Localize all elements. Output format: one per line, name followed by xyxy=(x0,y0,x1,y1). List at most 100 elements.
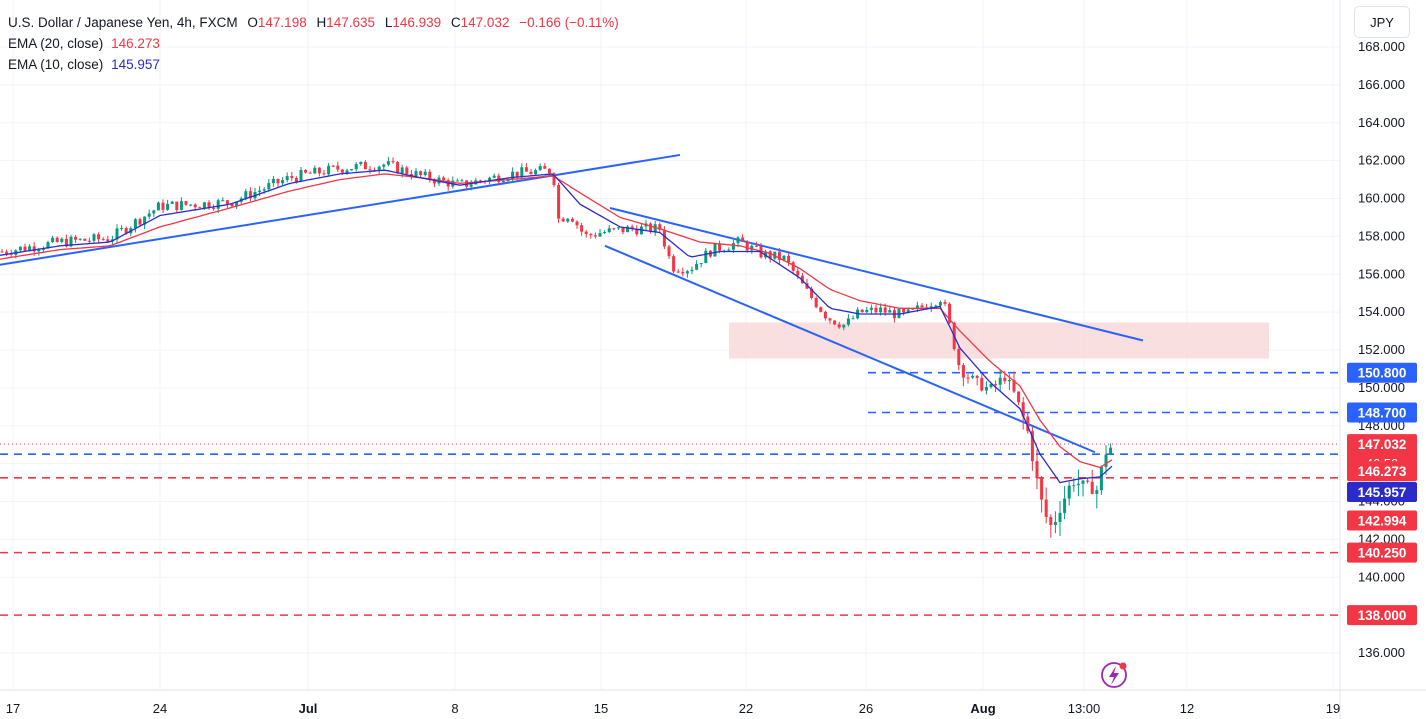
candle-body xyxy=(828,318,832,321)
candle-body xyxy=(902,309,906,313)
candle-body xyxy=(1095,490,1099,494)
candle-body xyxy=(442,177,446,181)
candle-body xyxy=(1090,481,1094,494)
candle-body xyxy=(488,177,492,182)
candle-body xyxy=(874,307,878,313)
close-label: C xyxy=(450,15,461,30)
candle-body xyxy=(879,307,883,313)
time-tick-label: Aug xyxy=(970,701,995,716)
candle-body xyxy=(32,246,36,252)
candle-body xyxy=(552,173,556,185)
candle-body xyxy=(948,303,952,323)
candle-body xyxy=(814,297,818,308)
level-price-label: 150.800 xyxy=(1358,366,1407,381)
candle-body xyxy=(547,168,551,174)
candle-body xyxy=(511,171,515,180)
price-label-bg xyxy=(1347,510,1417,531)
candle-body xyxy=(69,236,73,247)
time-tick-label: 22 xyxy=(739,701,753,716)
currency-button[interactable]: JPY xyxy=(1354,6,1410,38)
candle-body xyxy=(768,251,772,259)
price-tick-label: 162.000 xyxy=(1358,153,1405,168)
candle-body xyxy=(580,225,584,232)
candle-body xyxy=(524,167,528,172)
ema20-row[interactable]: EMA (20, close) 146.273 xyxy=(8,33,619,54)
candle-body xyxy=(1049,516,1053,525)
candle-body xyxy=(649,223,653,232)
candle-body xyxy=(860,309,864,313)
resistance-zone[interactable] xyxy=(729,322,1269,359)
price-tick-label: 150.000 xyxy=(1358,380,1405,395)
candle-body xyxy=(1076,483,1080,486)
candle-body xyxy=(603,232,607,234)
price-tick-label: 168.000 xyxy=(1358,39,1405,54)
ema10-row[interactable]: EMA (10, close) 145.957 xyxy=(8,54,619,75)
candle-body xyxy=(819,307,823,312)
candle-body xyxy=(662,229,666,247)
candle-body xyxy=(998,377,1002,385)
horizontal-levels[interactable] xyxy=(0,371,1340,616)
candle-body xyxy=(837,324,841,328)
price-label: 142.994 xyxy=(1358,513,1407,528)
candle-body xyxy=(833,320,837,325)
trendlines[interactable] xyxy=(0,153,1144,454)
candle-body xyxy=(156,202,160,211)
candle-body xyxy=(23,246,27,251)
candle-body xyxy=(396,161,400,174)
candle-body xyxy=(570,218,574,222)
candle-body xyxy=(9,253,13,255)
price-axis-labels: 150.800148.700146.500140.250138.000147.0… xyxy=(1347,362,1417,626)
candle-body xyxy=(745,241,749,251)
candle-body xyxy=(626,226,630,233)
candle-body xyxy=(943,302,947,304)
candle-body xyxy=(741,237,745,242)
candle-body xyxy=(179,201,183,210)
price-label-bg xyxy=(1347,461,1417,482)
candle-body xyxy=(750,245,754,251)
candle-body xyxy=(984,387,988,391)
price-tick-label: 166.000 xyxy=(1358,77,1405,92)
level-price-label-bg xyxy=(1347,362,1417,383)
price-tick-label: 154.000 xyxy=(1358,304,1405,319)
candle-body xyxy=(869,307,873,310)
candle-body xyxy=(267,183,271,190)
high-label: H xyxy=(316,15,327,30)
candle-body xyxy=(184,201,188,205)
candle-body xyxy=(400,167,404,174)
candle-body xyxy=(193,204,197,208)
candle-body xyxy=(1058,512,1062,523)
candle-body xyxy=(331,165,335,167)
level-price-label-bg xyxy=(1347,605,1417,626)
candle-body xyxy=(616,227,620,229)
symbol-title[interactable]: U.S. Dollar / Japanese Yen, 4h, FXCM xyxy=(8,15,238,30)
candle-body xyxy=(966,377,970,379)
candle-body xyxy=(386,161,390,165)
candle-body xyxy=(543,166,547,169)
candle-body xyxy=(1003,377,1007,382)
change-value: −0.166 (−0.11%) xyxy=(519,15,619,30)
candle-body xyxy=(87,240,91,242)
low-label: L xyxy=(384,15,393,30)
candle-body xyxy=(1067,485,1071,499)
ema20-value: 146.273 xyxy=(111,36,160,51)
time-axis[interactable]: 17 24 Jul 8 15 22 26 Aug 13:00 12 19 xyxy=(0,689,1426,716)
candle-body xyxy=(37,249,41,252)
candle-body xyxy=(566,218,570,222)
candle-body xyxy=(782,255,786,260)
candle-body xyxy=(419,171,423,175)
replay-icon[interactable] xyxy=(1101,662,1127,688)
ema10-line xyxy=(0,169,1113,484)
candle-body xyxy=(971,375,975,378)
candle-body xyxy=(120,227,124,229)
candle-body xyxy=(363,161,367,170)
ema20-label: EMA (20, close) xyxy=(8,36,104,51)
level-price-label-bg xyxy=(1347,402,1417,423)
candle-body xyxy=(557,184,561,219)
candle-body xyxy=(423,171,427,175)
candle-body xyxy=(216,200,220,209)
level-price-label-bg xyxy=(1347,542,1417,563)
candle-body xyxy=(727,249,731,251)
candle-body xyxy=(796,270,800,276)
candle-body xyxy=(584,231,588,235)
